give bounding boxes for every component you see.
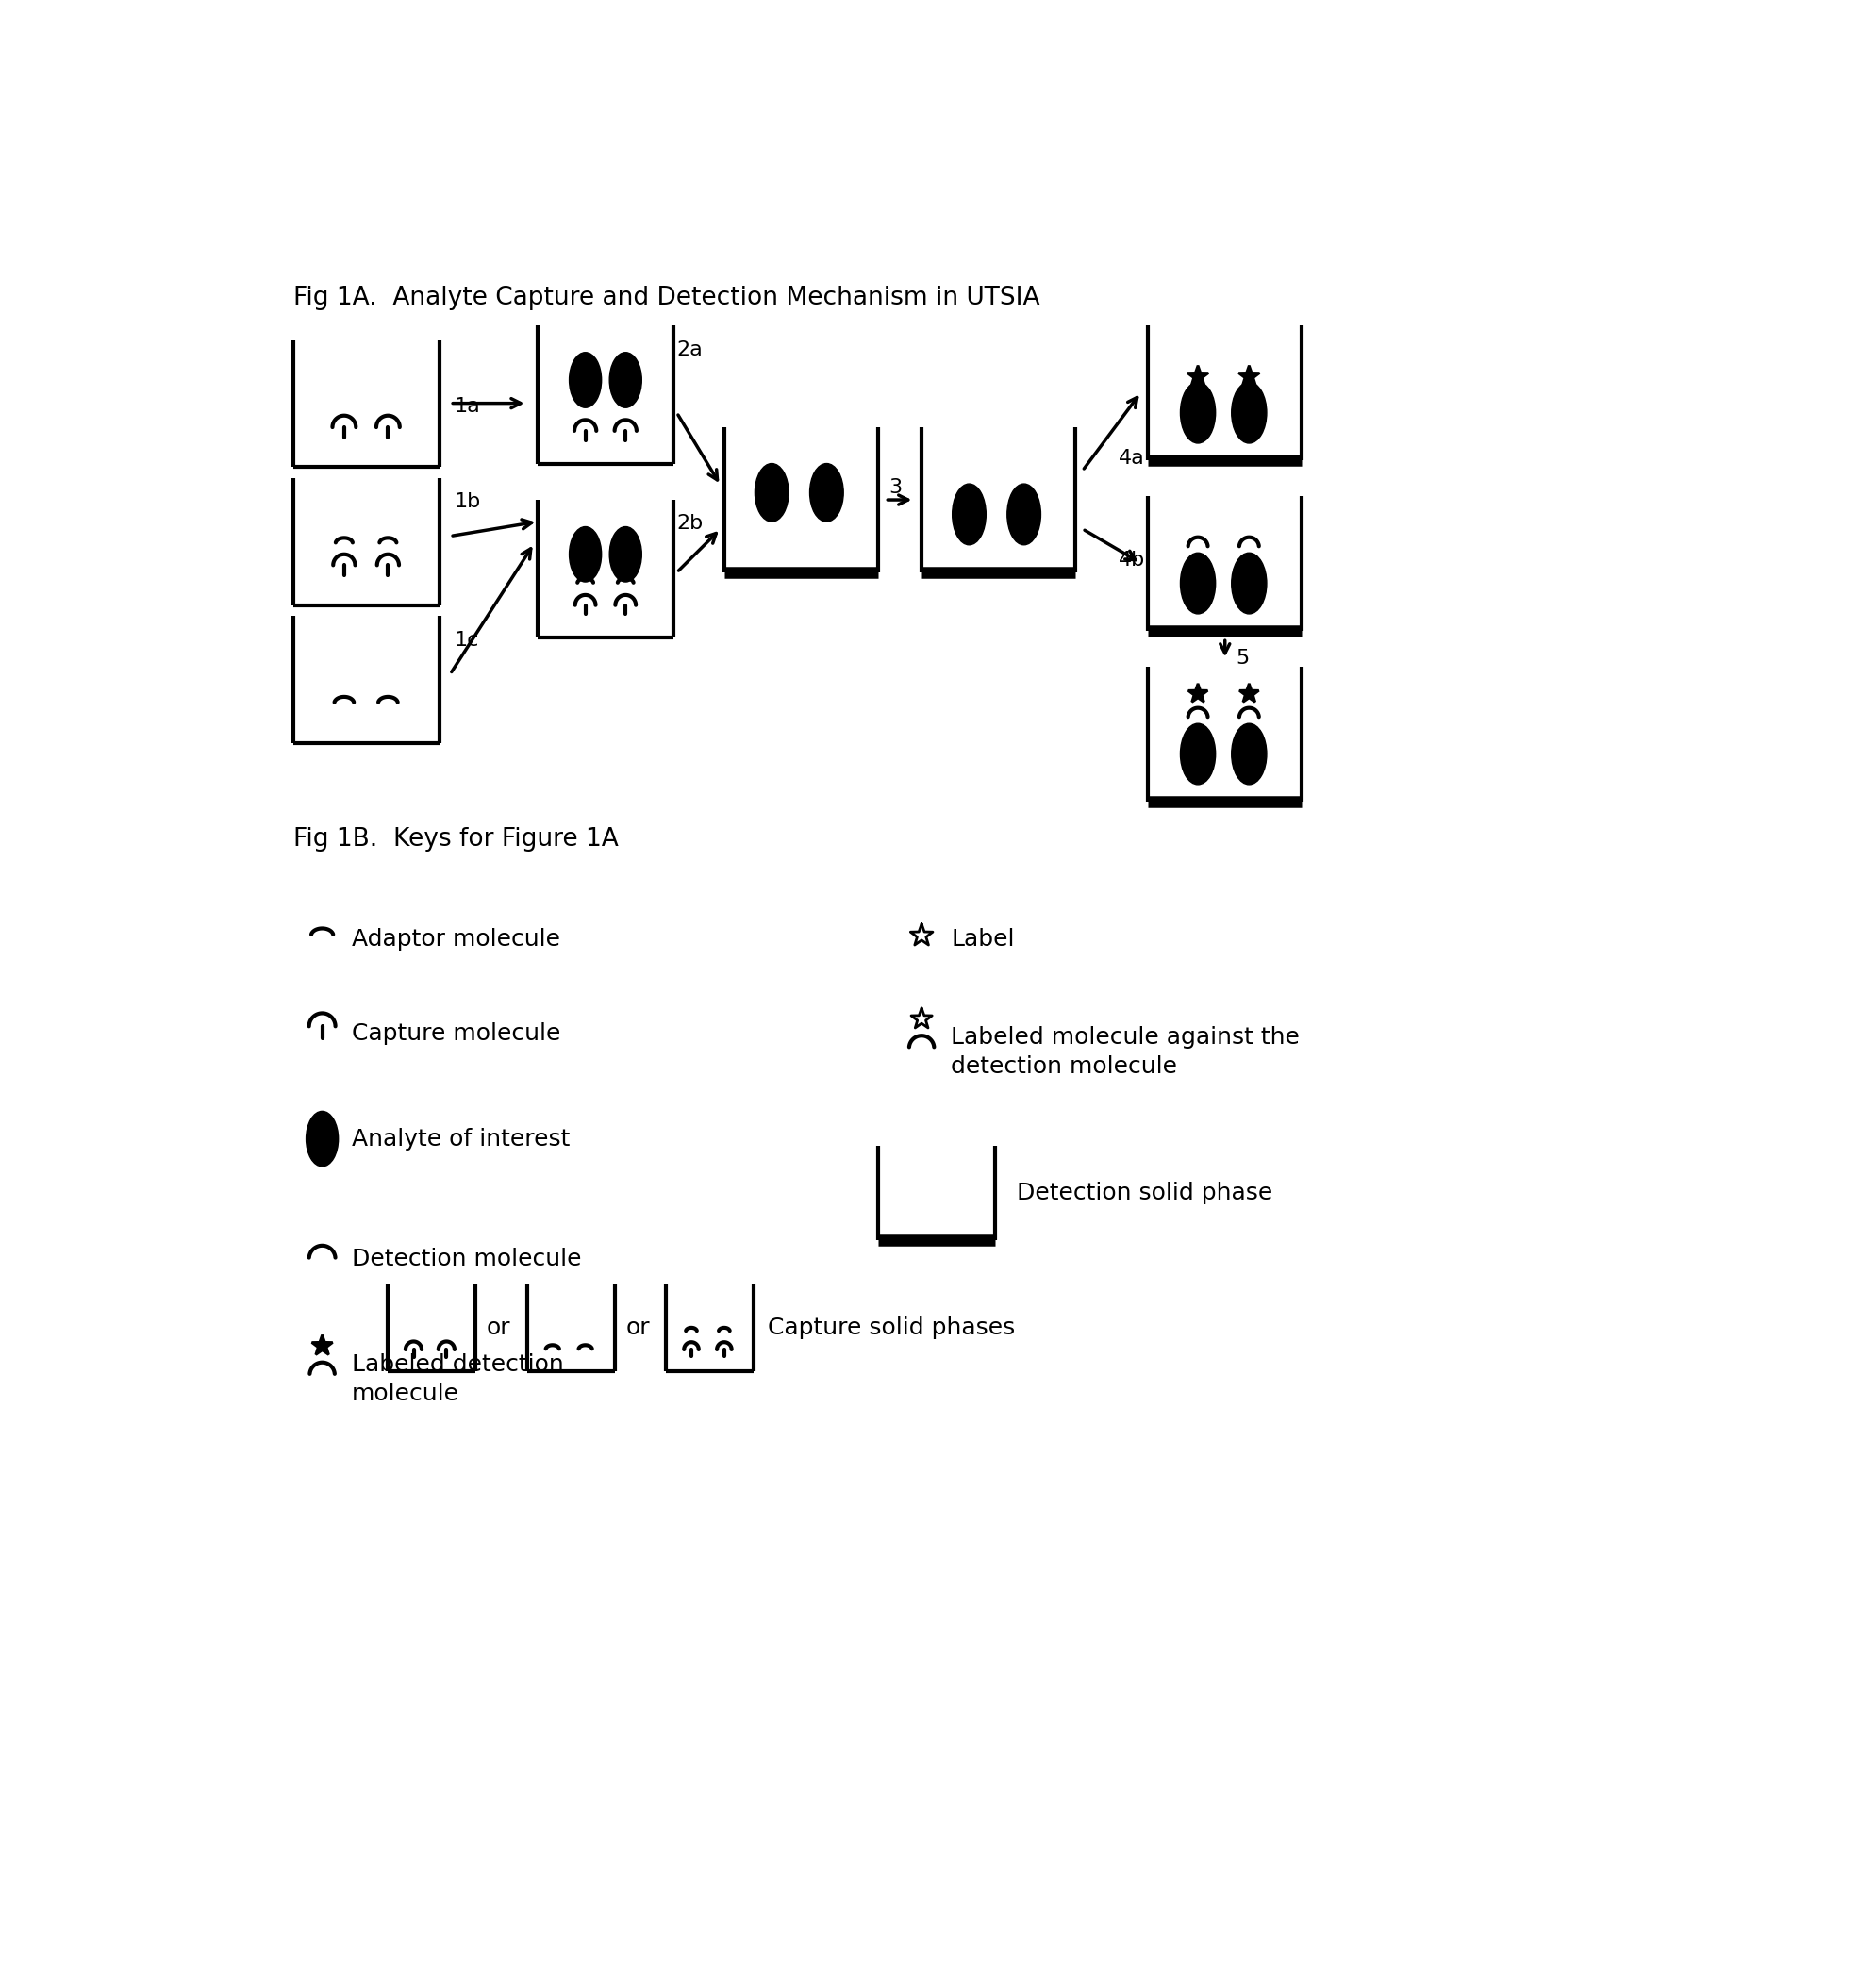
Polygon shape: [1240, 684, 1259, 701]
Polygon shape: [1188, 684, 1208, 701]
Ellipse shape: [568, 352, 602, 407]
Ellipse shape: [306, 1111, 338, 1166]
Ellipse shape: [810, 463, 844, 523]
Text: 3: 3: [889, 479, 902, 497]
Text: 1a: 1a: [454, 397, 480, 417]
Text: Adaptor molecule: Adaptor molecule: [351, 928, 559, 950]
Text: Detection molecule: Detection molecule: [351, 1248, 582, 1270]
Polygon shape: [311, 1335, 332, 1355]
Ellipse shape: [610, 527, 642, 582]
Text: 1c: 1c: [454, 630, 478, 650]
Text: Fig 1B.  Keys for Figure 1A: Fig 1B. Keys for Figure 1A: [293, 827, 617, 850]
Ellipse shape: [568, 527, 602, 582]
Text: Label: Label: [951, 928, 1015, 950]
Text: Capture molecule: Capture molecule: [351, 1021, 561, 1045]
Polygon shape: [1188, 366, 1208, 385]
Ellipse shape: [1007, 485, 1041, 544]
Text: molecule: molecule: [351, 1383, 460, 1405]
Text: 1b: 1b: [454, 493, 480, 511]
Text: Capture solid phases: Capture solid phases: [767, 1315, 1015, 1339]
Ellipse shape: [953, 485, 987, 544]
Text: 4b: 4b: [1118, 550, 1146, 570]
Ellipse shape: [1180, 382, 1216, 443]
Text: Fig 1A.  Analyte Capture and Detection Mechanism in UTSIA: Fig 1A. Analyte Capture and Detection Me…: [293, 286, 1039, 310]
Text: or: or: [486, 1315, 510, 1339]
Text: Detection solid phase: Detection solid phase: [1017, 1182, 1272, 1204]
Ellipse shape: [1180, 552, 1216, 614]
Text: detection molecule: detection molecule: [951, 1055, 1178, 1079]
Ellipse shape: [1231, 382, 1266, 443]
Polygon shape: [1238, 366, 1259, 385]
Text: Labeled detection: Labeled detection: [351, 1353, 563, 1375]
Ellipse shape: [1231, 552, 1266, 614]
Text: or: or: [625, 1315, 649, 1339]
Text: 2a: 2a: [677, 340, 704, 360]
Ellipse shape: [610, 352, 642, 407]
Ellipse shape: [1180, 723, 1216, 785]
Text: Labeled molecule against the: Labeled molecule against the: [951, 1027, 1300, 1049]
Text: 2b: 2b: [677, 515, 704, 533]
Ellipse shape: [1231, 723, 1266, 785]
Text: 5: 5: [1236, 648, 1249, 668]
Ellipse shape: [754, 463, 788, 523]
Text: Analyte of interest: Analyte of interest: [351, 1127, 570, 1150]
Text: 4a: 4a: [1118, 449, 1144, 467]
